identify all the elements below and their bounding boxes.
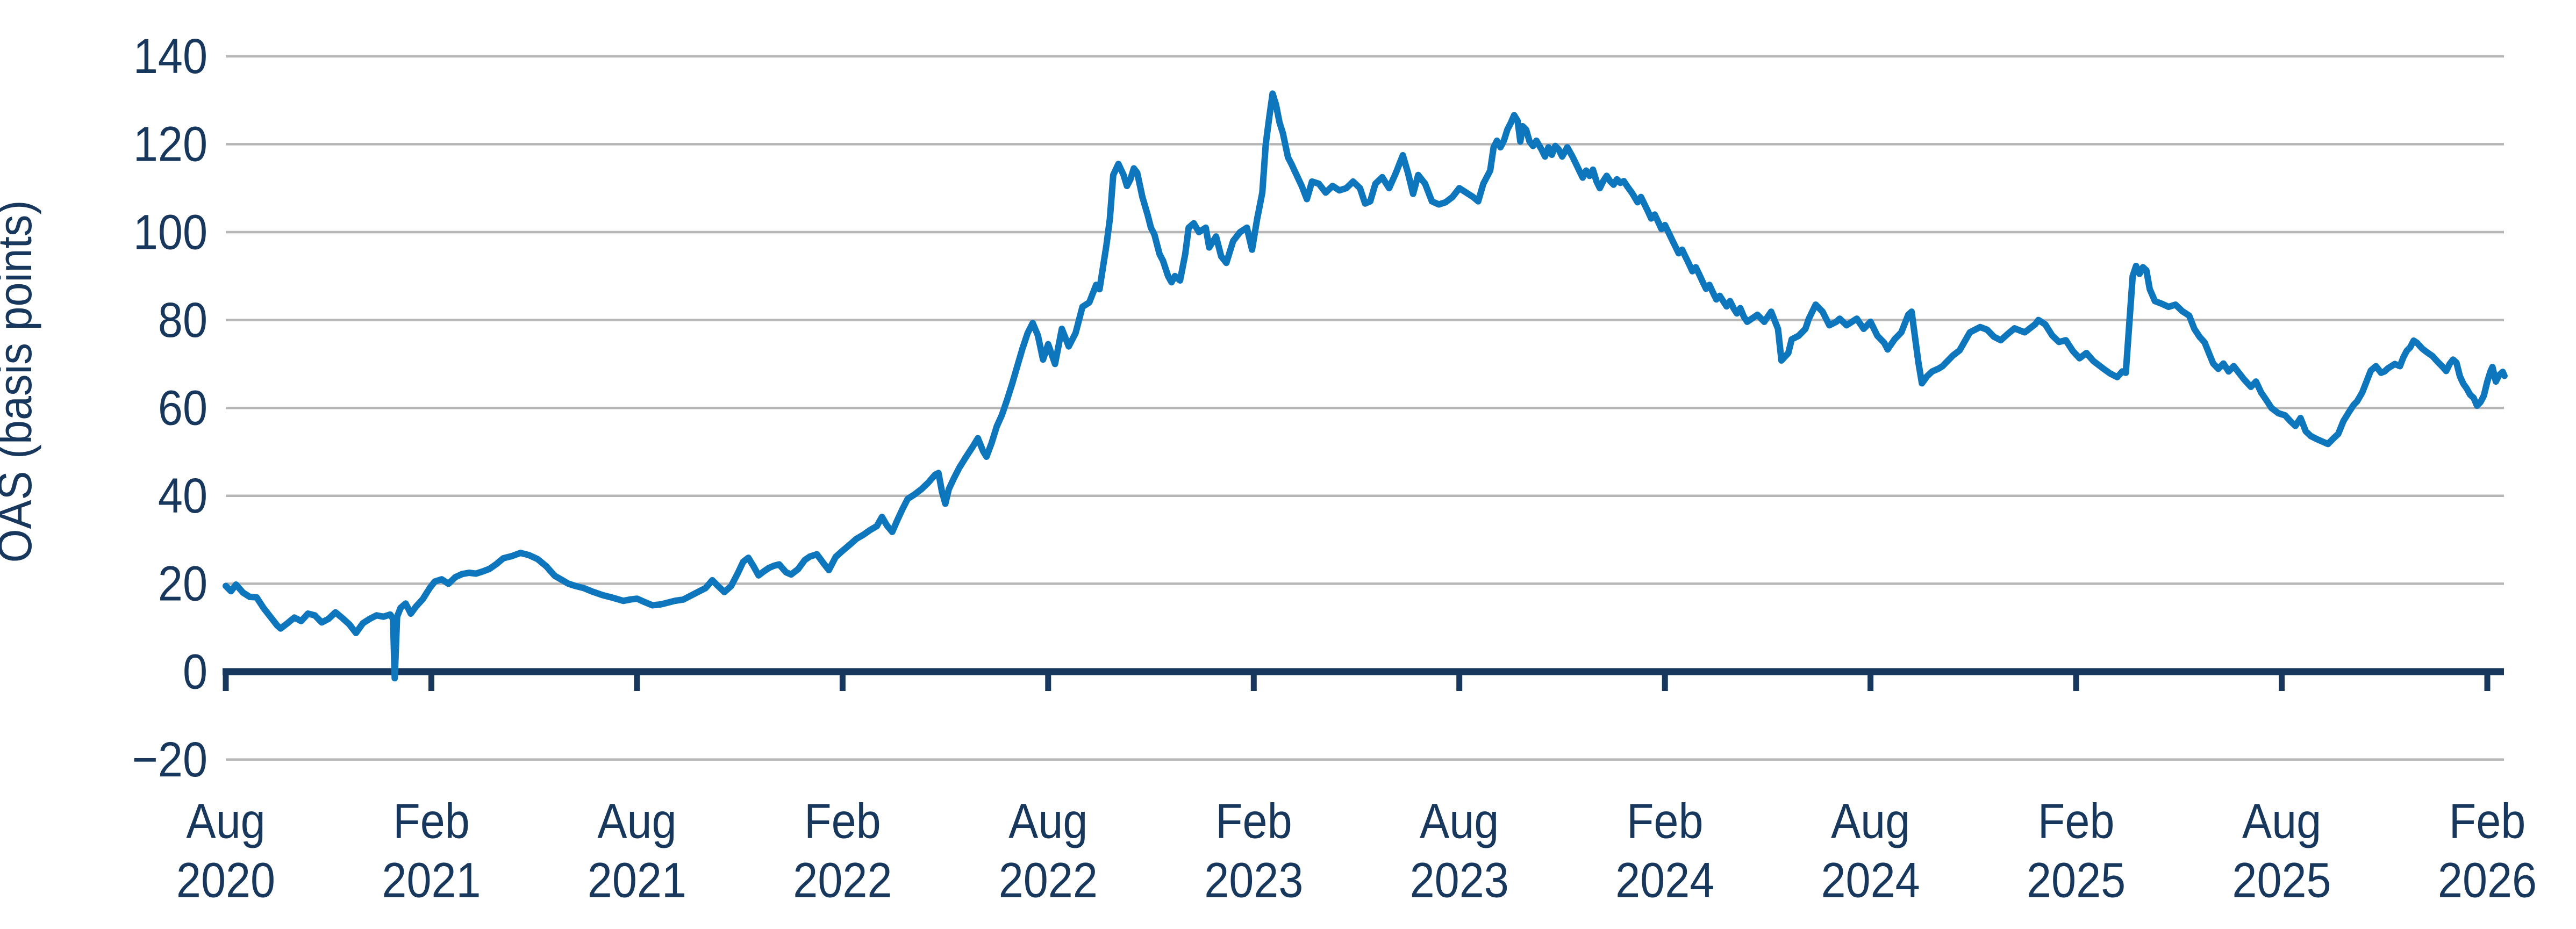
x-tick-label-year-group: 2024 bbox=[1821, 852, 1920, 908]
x-tick-label-group: Aug bbox=[1831, 793, 1910, 848]
x-tick-label-year: 2024 bbox=[1821, 852, 1920, 908]
y-tick-label-group: 80 bbox=[158, 292, 207, 348]
x-tick-label-group: Feb bbox=[804, 793, 881, 848]
x-tick-label-group: Aug bbox=[1420, 793, 1499, 848]
x-tick-label-year-group: 2025 bbox=[2232, 852, 2331, 908]
x-tick-label-year-group: 2022 bbox=[793, 852, 892, 908]
y-axis-title: OAS (basis points) bbox=[0, 200, 41, 563]
x-tick-label-year: 2022 bbox=[793, 852, 892, 908]
y-axis-title-group: OAS (basis points) bbox=[0, 200, 41, 563]
x-tick-label-group: Feb bbox=[2449, 793, 2526, 848]
x-tick-label-month: Feb bbox=[804, 793, 881, 848]
x-tick-label-year-group: 2024 bbox=[1615, 852, 1714, 908]
x-tick-label-year: 2024 bbox=[1615, 852, 1714, 908]
x-tick-label-year-group: 2023 bbox=[1410, 852, 1509, 908]
x-tick-label-group: Aug bbox=[1008, 793, 1087, 848]
x-tick-label-year-group: 2022 bbox=[999, 852, 1098, 908]
x-tick-label-group: Aug bbox=[186, 793, 265, 848]
y-tick-label: 120 bbox=[133, 117, 207, 172]
x-tick-label-group: Feb bbox=[2038, 793, 2115, 848]
y-tick-label-group: −20 bbox=[132, 732, 207, 787]
y-tick-label-group: 0 bbox=[183, 644, 207, 699]
x-tick-label-month: Aug bbox=[1008, 793, 1087, 848]
y-tick-label: 20 bbox=[158, 556, 207, 611]
y-tick-label: 0 bbox=[183, 644, 207, 699]
y-tick-label: 100 bbox=[133, 204, 207, 260]
oas-series-line bbox=[223, 90, 2508, 682]
x-axis-tick-labels: Aug2020Feb2021Aug2021Feb2022Aug2022Feb20… bbox=[176, 793, 2537, 908]
x-tick-label-year-group: 2021 bbox=[382, 852, 481, 908]
x-tick-label-group: Aug bbox=[597, 793, 676, 848]
x-tick-label-month: Feb bbox=[1215, 793, 1292, 848]
y-tick-label-group: 40 bbox=[158, 468, 207, 523]
x-tick-label-group: Aug bbox=[2242, 793, 2321, 848]
y-tick-label-group: 100 bbox=[133, 204, 207, 260]
x-tick-label-year: 2025 bbox=[2027, 852, 2126, 908]
x-tick-label-group: Feb bbox=[1215, 793, 1292, 848]
x-axis-ticks bbox=[223, 672, 2491, 691]
y-tick-label: 60 bbox=[158, 380, 207, 435]
x-tick-label-month: Aug bbox=[1831, 793, 1910, 848]
x-tick-label-year: 2026 bbox=[2438, 852, 2537, 908]
x-tick-label-year: 2023 bbox=[1204, 852, 1303, 908]
y-tick-label: 140 bbox=[133, 28, 207, 84]
x-tick-label-month: Feb bbox=[2038, 793, 2115, 848]
x-tick-label-year: 2021 bbox=[588, 852, 686, 908]
y-tick-label-group: 140 bbox=[133, 28, 207, 84]
x-tick-label-year-group: 2023 bbox=[1204, 852, 1303, 908]
x-tick-label-year-group: 2020 bbox=[176, 852, 275, 908]
x-tick-label-month: Aug bbox=[1420, 793, 1499, 848]
x-tick-label-month: Aug bbox=[597, 793, 676, 848]
y-tick-label-group: 60 bbox=[158, 380, 207, 435]
y-tick-label: 80 bbox=[158, 292, 207, 348]
y-axis-tick-labels: 140 120 100 80 60 40 20 0 −20 bbox=[132, 28, 207, 787]
x-tick-label-year-group: 2025 bbox=[2027, 852, 2126, 908]
x-tick-label-group: Feb bbox=[393, 793, 470, 848]
y-tick-label-group: 20 bbox=[158, 556, 207, 611]
x-tick-label-month: Aug bbox=[186, 793, 265, 848]
x-tick-label-year: 2025 bbox=[2232, 852, 2331, 908]
y-tick-label-group: 120 bbox=[133, 117, 207, 172]
x-tick-label-group: Feb bbox=[1627, 793, 1704, 848]
x-tick-label-month: Feb bbox=[2449, 793, 2526, 848]
x-tick-label-month: Feb bbox=[393, 793, 470, 848]
x-tick-label-year-group: 2021 bbox=[588, 852, 686, 908]
x-tick-label-year: 2022 bbox=[999, 852, 1098, 908]
x-tick-label-year-group: 2026 bbox=[2438, 852, 2537, 908]
y-tick-label: −20 bbox=[132, 732, 207, 787]
x-tick-label-year: 2021 bbox=[382, 852, 481, 908]
x-tick-label-month: Aug bbox=[2242, 793, 2321, 848]
x-tick-label-year: 2020 bbox=[176, 852, 275, 908]
gridlines bbox=[226, 55, 2504, 761]
x-tick-label-year: 2023 bbox=[1410, 852, 1509, 908]
y-tick-label: 40 bbox=[158, 468, 207, 523]
x-tick-label-month: Feb bbox=[1627, 793, 1704, 848]
